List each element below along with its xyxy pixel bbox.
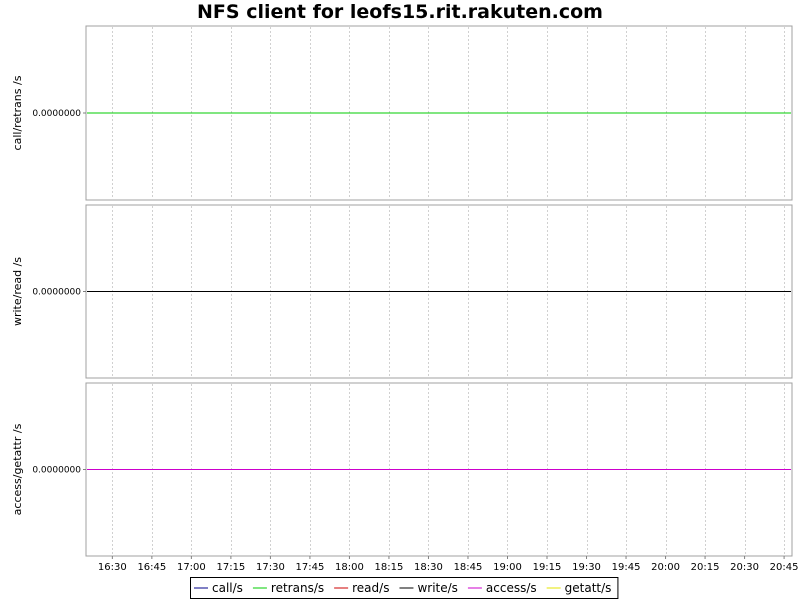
x-tick-label: 17:00 xyxy=(177,562,206,573)
x-tick-label: 17:45 xyxy=(296,562,325,573)
panel-3: 0.0000000 access/getattr /s xyxy=(11,382,793,557)
y-axis-label: call/retrans /s xyxy=(11,75,24,150)
x-tick-label: 20:30 xyxy=(730,562,759,573)
x-tick-label: 20:45 xyxy=(770,562,799,573)
legend-label: write/s xyxy=(417,581,457,595)
legend-item: getatt/s xyxy=(546,581,612,595)
x-tick-label: 17:15 xyxy=(216,562,245,573)
chart-title: NFS client for leofs15.rit.rakuten.com xyxy=(197,1,603,23)
x-tick-label: 20:00 xyxy=(651,562,680,573)
legend-label: call/s xyxy=(212,581,243,595)
legend-label: getatt/s xyxy=(565,581,612,595)
legend-item: retrans/s xyxy=(252,581,324,595)
x-tick-label: 19:00 xyxy=(493,562,522,573)
legend-item: write/s xyxy=(399,581,458,595)
x-tick-label: 18:30 xyxy=(414,562,443,573)
legend-label: read/s xyxy=(352,581,389,595)
legend-label: access/s xyxy=(486,581,537,595)
y-axis-label: access/getattr /s xyxy=(11,423,24,515)
x-tick-label: 19:15 xyxy=(533,562,562,573)
legend-item: access/s xyxy=(467,581,537,595)
x-tick-label: 18:00 xyxy=(335,562,364,573)
x-tick-label: 17:30 xyxy=(256,562,285,573)
x-tick-label: 20:15 xyxy=(691,562,720,573)
x-tick-label: 18:45 xyxy=(454,562,483,573)
x-tick-label: 19:45 xyxy=(612,562,641,573)
panel-2: 0.0000000 write/read /s xyxy=(11,204,793,379)
x-tick-label: 18:15 xyxy=(375,562,404,573)
x-tick-label: 16:30 xyxy=(98,562,127,573)
y-axis-label: write/read /s xyxy=(11,257,24,326)
y-tick-label: 0.0000000 xyxy=(32,109,81,119)
legend-item: read/s xyxy=(334,581,389,595)
x-tick-label: 19:30 xyxy=(572,562,601,573)
x-tick-label: 16:45 xyxy=(137,562,166,573)
legend-label: retrans/s xyxy=(271,581,324,595)
y-tick-label: 0.0000000 xyxy=(32,466,81,476)
legend-item: call/s xyxy=(194,581,243,595)
panel-1: 0.0000000 call/retrans /s xyxy=(11,25,793,201)
y-tick-label: 0.0000000 xyxy=(32,288,81,298)
legend: call/s retrans/s read/s write/s access/s geta… xyxy=(190,577,619,599)
